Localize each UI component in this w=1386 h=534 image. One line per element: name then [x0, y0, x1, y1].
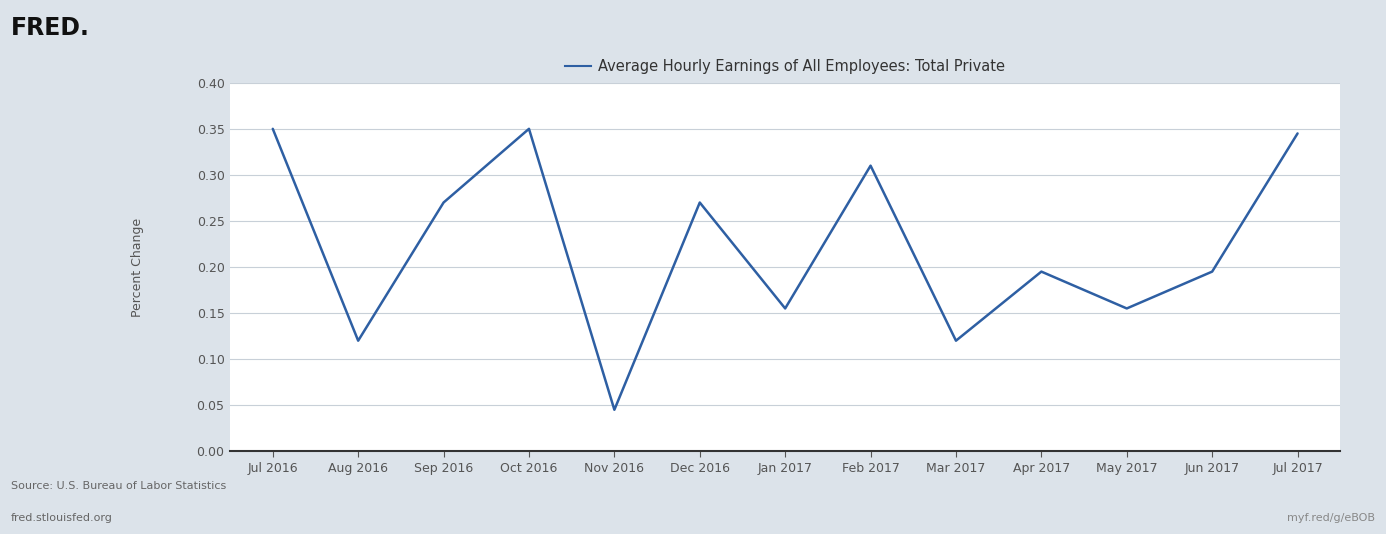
Text: fred.stlouisfed.org: fred.stlouisfed.org — [11, 513, 114, 523]
Text: myf.red/g/eBOB: myf.red/g/eBOB — [1288, 513, 1375, 523]
Text: FRED.: FRED. — [11, 16, 90, 40]
Y-axis label: Percent Change: Percent Change — [130, 217, 144, 317]
Legend: Average Hourly Earnings of All Employees: Total Private: Average Hourly Earnings of All Employees… — [559, 53, 1012, 80]
Text: Source: U.S. Bureau of Labor Statistics: Source: U.S. Bureau of Labor Statistics — [11, 481, 226, 491]
